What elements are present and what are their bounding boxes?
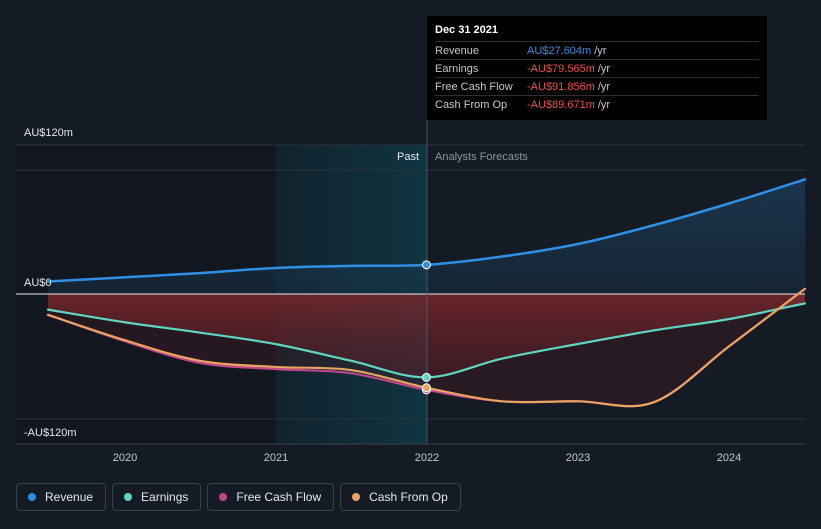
revenue-area [48,179,805,294]
legend-item-cash-from-op[interactable]: Cash From Op [340,483,461,511]
legend-dot-icon [28,493,36,501]
legend-label: Cash From Op [369,490,448,504]
tooltip-row: Earnings -AU$79.565m/yr [435,59,759,77]
tooltip-row-unit: /yr [597,62,611,75]
legend: Revenue Earnings Free Cash Flow Cash From O… [16,483,461,511]
tooltip-row-value: AU$27.604m [527,44,592,57]
y-tick-label: -AU$120m [24,427,77,439]
tooltip-row-unit: /yr [594,44,607,57]
legend-label: Free Cash Flow [236,490,322,504]
tooltip-row-unit: /yr [597,80,611,93]
past-label: Past [397,151,419,163]
x-tick-label: 2021 [264,452,288,464]
tooltip-row-label: Earnings [435,62,479,75]
y-tick-label: AU$0 [24,277,52,289]
legend-item-revenue[interactable]: Revenue [16,483,107,511]
y-tick-label: AU$120m [24,127,73,139]
tooltip-row-value: -AU$89.671m [527,98,595,111]
tooltip-row: Free Cash Flow -AU$91.856m/yr [435,77,759,95]
marker-revenue [422,260,431,270]
marker-earnings [422,372,431,382]
tooltip-row-label: Revenue [435,44,480,57]
legend-dot-icon [124,493,133,501]
tooltip-row-unit: /yr [597,98,611,111]
legend-dot-icon [219,493,228,501]
tooltip-row-value: -AU$79.565m [527,62,595,75]
forecast-label: Analysts Forecasts [435,151,528,163]
tooltip-row: Cash From Op -AU$89.671m/yr [435,95,759,113]
tooltip-date: Dec 31 2021 [435,24,498,36]
legend-label: Earnings [141,490,189,504]
legend-item-earnings[interactable]: Earnings [112,483,202,511]
x-tick-label: 2022 [415,452,439,464]
data-tooltip: Dec 31 2021 Revenue AU$27.604m/yr Earnings… [427,16,767,120]
x-tick-label: 2024 [717,452,741,464]
legend-item-free-cash-flow[interactable]: Free Cash Flow [207,483,335,511]
marker-cash-from-op [422,383,431,393]
legend-dot-icon [352,493,361,501]
tooltip-row-label: Cash From Op [435,98,508,111]
x-tick-label: 2023 [566,452,590,464]
legend-label: Revenue [45,490,94,504]
tooltip-row: Revenue AU$27.604m/yr [435,41,759,59]
x-tick-label: 2020 [113,452,137,464]
tooltip-rows: Revenue AU$27.604m/yr Earnings -AU$79.565m /… [435,41,759,113]
tooltip-row-value: -AU$91.856m [527,80,595,93]
tooltip-row-label: Free Cash Flow [435,80,513,93]
